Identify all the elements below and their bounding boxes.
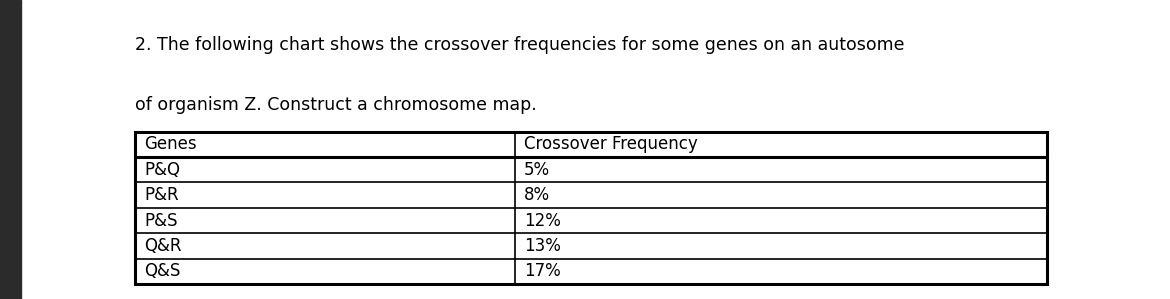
Text: 13%: 13%: [524, 237, 562, 255]
Bar: [0, 0, 21, 299]
Text: 8%: 8%: [524, 186, 550, 204]
Text: Q&S: Q&S: [144, 262, 180, 280]
Bar: [135, 132, 1047, 284]
Text: Q&R: Q&R: [144, 237, 181, 255]
Text: 2. The following chart shows the crossover frequencies for some genes on an auto: 2. The following chart shows the crossov…: [135, 36, 904, 54]
Text: of organism Z. Construct a chromosome map.: of organism Z. Construct a chromosome ma…: [135, 96, 536, 114]
Text: P&S: P&S: [144, 211, 178, 230]
Text: Genes: Genes: [144, 135, 197, 153]
Text: 5%: 5%: [524, 161, 550, 179]
Text: 17%: 17%: [524, 262, 560, 280]
Text: 12%: 12%: [524, 211, 562, 230]
Text: P&Q: P&Q: [144, 161, 180, 179]
Text: Crossover Frequency: Crossover Frequency: [524, 135, 698, 153]
Text: P&R: P&R: [144, 186, 179, 204]
